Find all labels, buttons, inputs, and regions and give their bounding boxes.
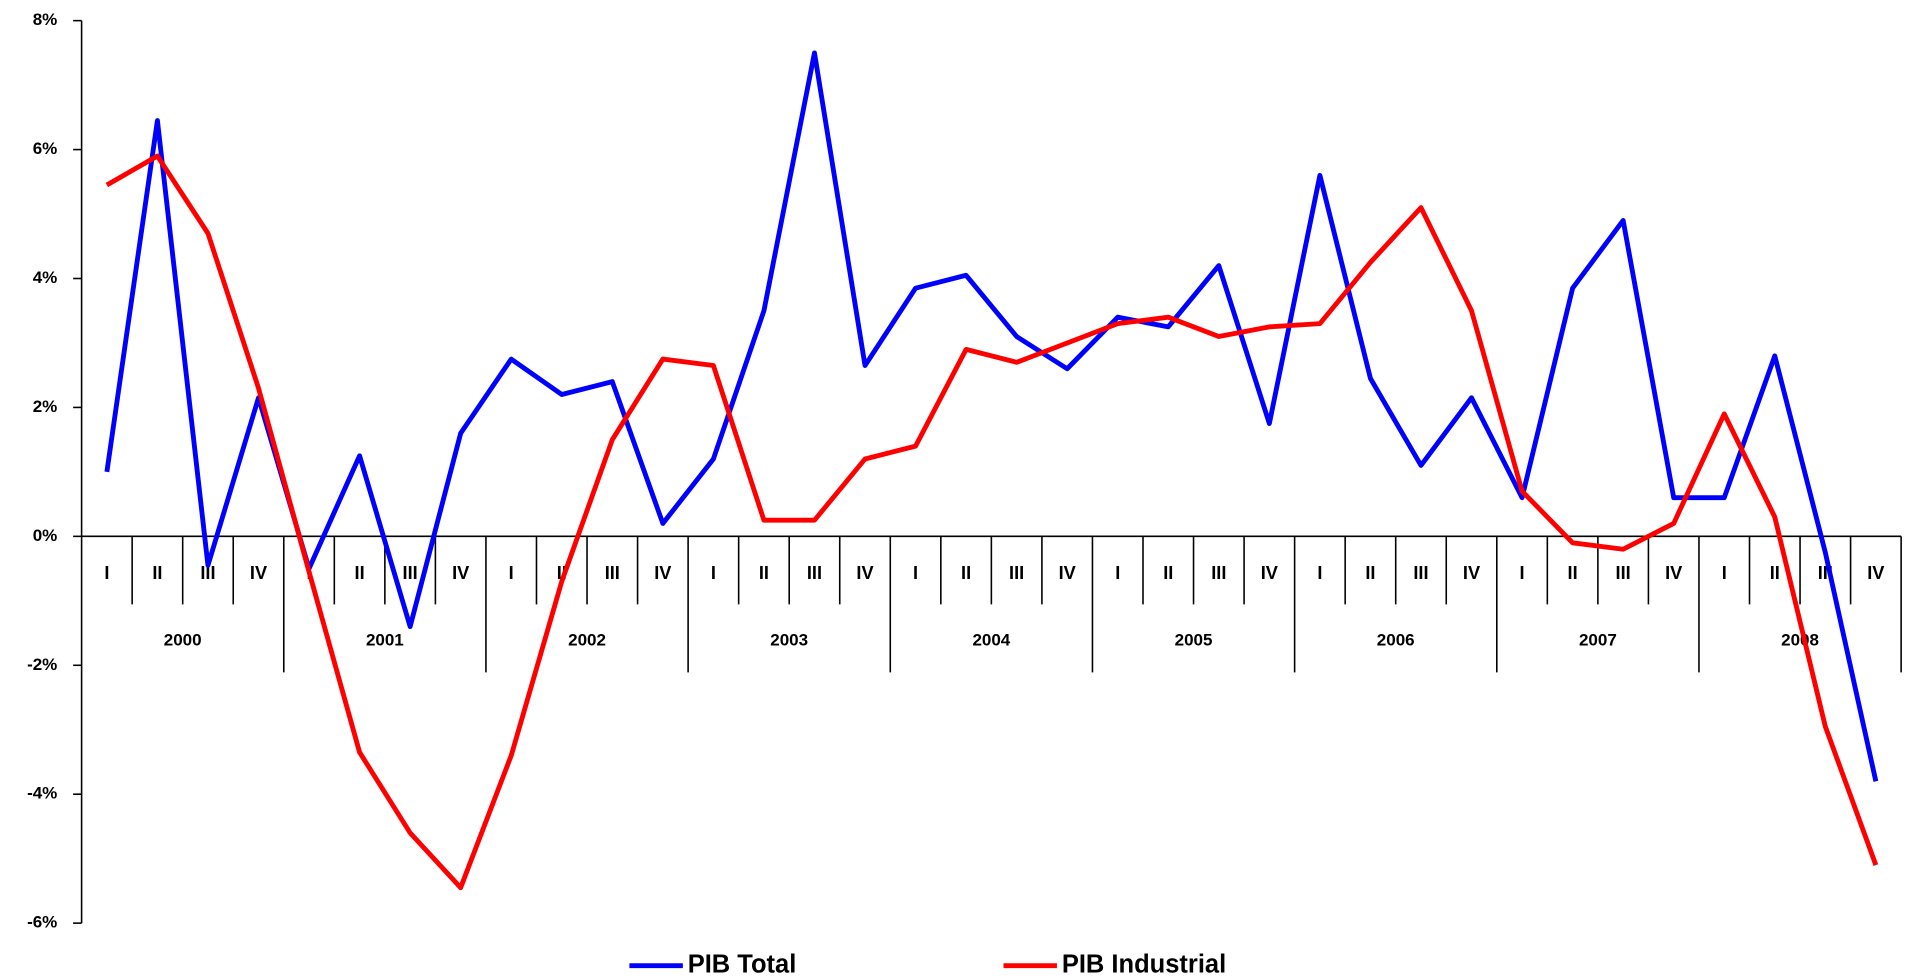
x-tick-label: I: [1317, 563, 1322, 583]
x-tick-label: III: [605, 563, 620, 583]
x-tick-label: II: [1770, 563, 1780, 583]
x-tick-label: III: [200, 563, 215, 583]
data-line: [104, 50, 1879, 782]
x-tick-label: III: [807, 563, 822, 583]
x-tick-label: IV: [1059, 563, 1077, 583]
year-label: 2006: [1377, 630, 1415, 649]
legend-label: PIB Total: [688, 950, 797, 978]
x-tick-label: II: [1163, 563, 1173, 583]
y-tick-label: 2%: [33, 397, 58, 416]
x-tick-label: II: [355, 563, 365, 583]
x-tick-label: IV: [452, 563, 470, 583]
legend-label: PIB Industrial: [1062, 950, 1226, 978]
x-tick-label: II: [759, 563, 769, 583]
x-tick-label: I: [509, 563, 514, 583]
x-tick-label: IV: [1463, 563, 1481, 583]
y-tick-label: -6%: [27, 913, 57, 932]
x-tick-label: I: [913, 563, 918, 583]
y-tick-label: 8%: [33, 10, 58, 29]
x-tick-label: III: [1009, 563, 1024, 583]
year-label: 2004: [972, 630, 1010, 649]
x-tick-label: IV: [654, 563, 672, 583]
y-tick-label: 0%: [33, 526, 58, 545]
x-tick-label: I: [1520, 563, 1525, 583]
x-tick-label: II: [1365, 563, 1375, 583]
x-tick-label: IV: [250, 563, 268, 583]
year-label: 2000: [164, 630, 202, 649]
x-tick-label: I: [1722, 563, 1727, 583]
x-tick-label: III: [1211, 563, 1226, 583]
y-tick-label: 4%: [33, 268, 58, 287]
x-tick-label: I: [711, 563, 716, 583]
year-label: 2002: [568, 630, 606, 649]
year-label: 2007: [1579, 630, 1617, 649]
x-tick-label: IV: [1261, 563, 1279, 583]
x-tick-label: III: [1616, 563, 1631, 583]
year-label: 2005: [1175, 630, 1213, 649]
year-label: 2001: [366, 630, 404, 649]
year-label: 2003: [770, 630, 808, 649]
x-tick-label: I: [1115, 563, 1120, 583]
x-tick-label: I: [104, 563, 109, 583]
x-tick-label: IV: [1867, 563, 1885, 583]
y-tick-label: -2%: [27, 655, 57, 674]
x-tick-label: II: [557, 563, 567, 583]
x-tick-label: IV: [856, 563, 874, 583]
x-tick-label: III: [1413, 563, 1428, 583]
x-tick-label: IV: [1665, 563, 1683, 583]
x-tick-label: II: [1568, 563, 1578, 583]
y-tick-label: -4%: [27, 784, 57, 803]
y-tick-label: 6%: [33, 139, 58, 158]
year-label: 2008: [1781, 630, 1819, 649]
data-line: [105, 153, 1879, 891]
x-tick-label: II: [961, 563, 971, 583]
x-tick-label: III: [403, 563, 418, 583]
x-tick-label: II: [152, 563, 162, 583]
